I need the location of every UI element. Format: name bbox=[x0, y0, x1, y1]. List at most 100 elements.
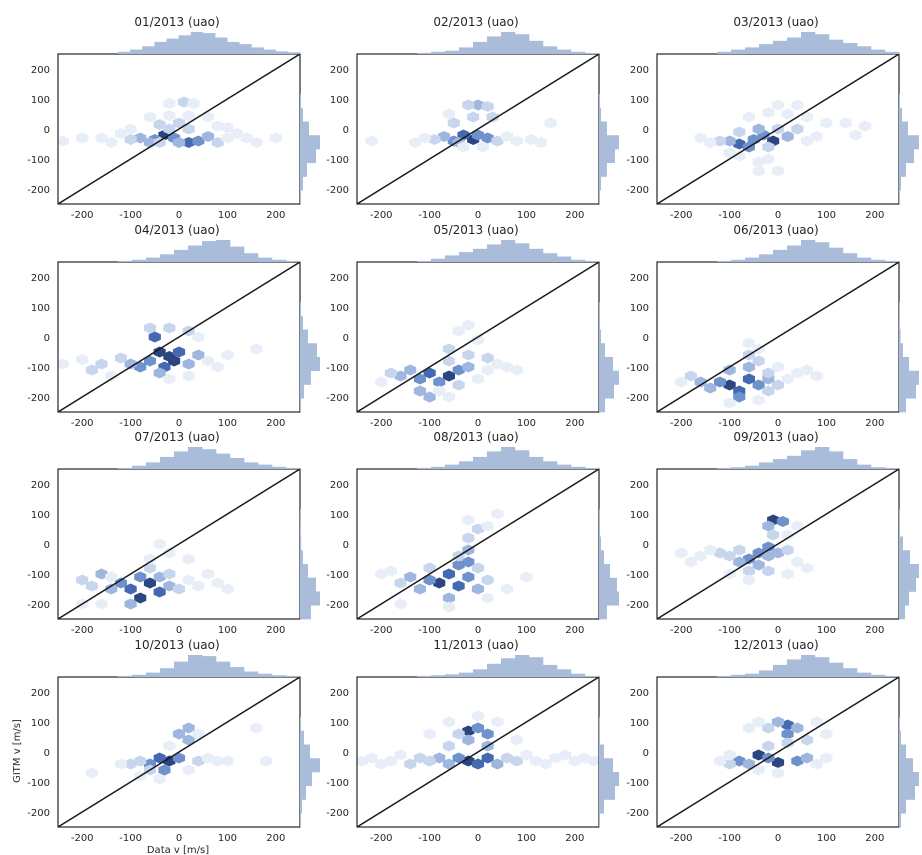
hexbin-cell bbox=[467, 111, 480, 123]
x-marginal-bar bbox=[843, 668, 858, 677]
y-marginal-bar bbox=[899, 121, 908, 136]
hexbin-cell bbox=[114, 128, 127, 139]
hexbin-cell bbox=[752, 716, 765, 728]
hexbin-cell bbox=[95, 132, 108, 144]
x-tick-label: 0 bbox=[176, 418, 182, 429]
x-marginal-bar bbox=[885, 467, 900, 469]
x-marginal-bar bbox=[731, 49, 746, 54]
x-tick-label: -200 bbox=[71, 210, 94, 221]
hexbin-cell bbox=[810, 716, 823, 728]
reference-line bbox=[657, 262, 899, 412]
y-tick-label: -200 bbox=[626, 393, 649, 404]
y-marginal-bar bbox=[599, 564, 610, 579]
hexbin-cell bbox=[442, 370, 455, 382]
x-marginal-bar bbox=[118, 51, 131, 54]
hexbin-cell bbox=[221, 122, 234, 133]
y-tick-label: 0 bbox=[343, 333, 349, 344]
x-marginal-bar bbox=[216, 240, 231, 262]
hexbin-cell bbox=[752, 559, 765, 571]
hexbin-cell bbox=[124, 598, 137, 610]
y-tick-label: 0 bbox=[44, 540, 50, 551]
x-marginal-bar bbox=[487, 36, 502, 54]
x-marginal-bar bbox=[459, 252, 474, 262]
hexbin-cell bbox=[781, 719, 794, 731]
x-tick-label: 0 bbox=[775, 418, 781, 429]
x-tick-label: 0 bbox=[475, 625, 481, 636]
x-marginal-bar bbox=[188, 245, 203, 262]
x-marginal-bar bbox=[557, 49, 572, 54]
plot-area bbox=[657, 469, 899, 619]
hexbin-cell bbox=[384, 565, 397, 577]
hexbin-cell bbox=[163, 373, 176, 385]
x-marginal-bar bbox=[857, 672, 872, 677]
reference-line bbox=[58, 469, 300, 619]
x-marginal-bar bbox=[275, 51, 289, 54]
x-marginal-bar bbox=[132, 465, 147, 469]
y-marginal-bar bbox=[599, 176, 601, 191]
y-tick-label: -200 bbox=[27, 185, 50, 196]
hexbin-cell bbox=[134, 592, 147, 604]
hexbin-cell bbox=[481, 364, 494, 376]
hexbin-cell bbox=[525, 134, 538, 145]
y-marginal-bar bbox=[300, 536, 302, 551]
hexbin-cell bbox=[143, 355, 156, 367]
x-marginal-bar bbox=[843, 253, 858, 262]
x-tick-label: 0 bbox=[176, 210, 182, 221]
hexbin-cell bbox=[762, 367, 775, 379]
hexbin-cell bbox=[58, 358, 69, 370]
hexbin-cell bbox=[442, 758, 455, 770]
hexbin-cell bbox=[172, 583, 186, 595]
hexbin-cell bbox=[839, 117, 852, 129]
hexbin-cell bbox=[559, 749, 572, 761]
hexbin-cell bbox=[491, 716, 504, 728]
hexbin-cell bbox=[76, 354, 89, 365]
x-marginal-bar bbox=[174, 249, 189, 262]
hexbin-cell bbox=[438, 131, 451, 142]
hexbin-cell bbox=[394, 577, 407, 589]
hexbin-cell bbox=[820, 752, 833, 764]
x-marginal-bar bbox=[773, 459, 788, 469]
panel-title: 11/2013 (uao) bbox=[433, 638, 518, 652]
hexbin-cell bbox=[182, 370, 195, 382]
hexbin-cell bbox=[713, 547, 726, 559]
figure-ylabel: GITM v [m/s] bbox=[12, 719, 23, 783]
x-marginal-bar bbox=[543, 46, 558, 54]
hexbin-cell bbox=[452, 752, 465, 764]
hexbin-cell bbox=[810, 370, 823, 382]
y-marginal-bar bbox=[599, 135, 619, 150]
x-tick-label: 0 bbox=[176, 625, 182, 636]
hexbin-cell bbox=[568, 755, 581, 767]
hexbin-cell bbox=[462, 571, 475, 583]
x-marginal-bar bbox=[132, 674, 147, 677]
x-tick-label: 100 bbox=[517, 418, 536, 429]
x-marginal-bar bbox=[174, 661, 189, 677]
hexbin-cell bbox=[762, 520, 775, 532]
y-tick-label: -100 bbox=[326, 363, 349, 374]
y-marginal-bar bbox=[599, 343, 605, 358]
x-marginal-bar bbox=[188, 655, 203, 677]
hexbin-cell bbox=[163, 547, 176, 559]
x-marginal-bar bbox=[759, 254, 774, 262]
x-tick-label: -200 bbox=[670, 418, 693, 429]
hexbin-cell bbox=[442, 716, 455, 728]
y-marginal-bar bbox=[899, 564, 919, 579]
hexbin-cell bbox=[394, 598, 407, 610]
hexbin-cell bbox=[143, 553, 156, 565]
y-marginal-bar bbox=[899, 799, 906, 814]
hexbin-cell bbox=[752, 764, 765, 776]
hexbin-cell bbox=[95, 568, 108, 580]
y-tick-label: -200 bbox=[626, 808, 649, 819]
y-tick-label: 0 bbox=[44, 125, 50, 136]
y-marginal-bar bbox=[899, 149, 914, 164]
x-marginal-bar bbox=[717, 51, 732, 54]
x-marginal-bar bbox=[885, 675, 900, 677]
hexbin-cell bbox=[476, 141, 489, 153]
hexbin-cell bbox=[481, 574, 494, 586]
x-tick-label: 200 bbox=[865, 833, 884, 844]
panel-title: 10/2013 (uao) bbox=[134, 638, 219, 652]
hexbin-cell bbox=[105, 571, 118, 583]
x-marginal-bar bbox=[202, 656, 217, 677]
x-marginal-bar bbox=[787, 245, 802, 262]
y-marginal-bar bbox=[300, 343, 317, 358]
y-marginal-bar bbox=[899, 135, 919, 150]
